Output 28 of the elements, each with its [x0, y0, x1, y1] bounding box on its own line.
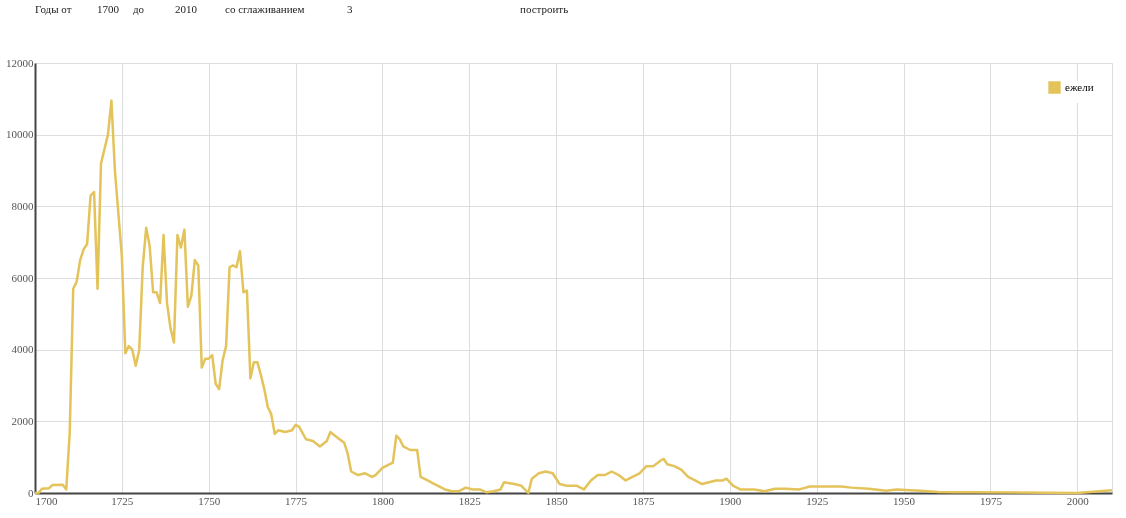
x-tick-label: 1875: [632, 494, 655, 507]
x-tick-label: 1700: [35, 494, 58, 507]
y-tick-label: 2000: [11, 414, 34, 427]
x-tick-label: 1825: [458, 494, 482, 507]
text: 3: [347, 3, 353, 15]
text: построить: [520, 3, 569, 15]
x-tick-label: 1975: [979, 494, 1003, 507]
x-tick-label: 2000: [1066, 494, 1090, 507]
x-tick-label: 1850: [545, 494, 569, 507]
x-tick-label: 1950: [893, 494, 916, 507]
text: Годы от: [35, 3, 72, 15]
y-tick-label: 0: [28, 486, 34, 499]
text: 1700: [97, 3, 120, 15]
y-tick-label: 8000: [11, 199, 34, 212]
y-tick-label: 10000: [6, 128, 34, 141]
x-tick-label: 1800: [371, 494, 395, 507]
y-tick-label: 4000: [11, 343, 34, 356]
legend-label: ежели: [1065, 80, 1094, 93]
y-tick-label: 6000: [11, 271, 34, 284]
x-tick-label: 1725: [111, 494, 134, 507]
text: 2010: [175, 3, 198, 15]
x-tick-label: 1775: [285, 494, 308, 507]
x-tick-label: 1925: [806, 494, 829, 507]
text: до: [133, 3, 145, 15]
x-tick-label: 1900: [719, 494, 742, 507]
text: со сглаживанием: [225, 3, 305, 15]
x-tick-label: 1750: [198, 494, 221, 507]
y-tick-label: 12000: [6, 56, 34, 69]
